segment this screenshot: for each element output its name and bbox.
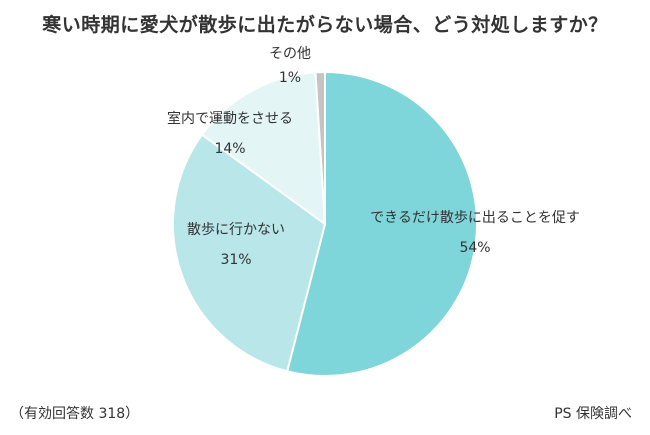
label-indoor-exercise-value: 14% bbox=[214, 141, 245, 157]
label-other-value: 1% bbox=[279, 70, 301, 86]
chart-title: 寒い時期に愛犬が散歩に出たがらない場合、どう対処しますか？ bbox=[42, 14, 608, 36]
source-note: PS 保険調べ bbox=[554, 406, 632, 422]
slice-no-walk bbox=[172, 133, 327, 373]
label-encourage-walk-value: 54% bbox=[459, 240, 490, 256]
slice-encourage-walk bbox=[285, 70, 478, 377]
slice-other bbox=[314, 70, 326, 225]
label-other: その他 bbox=[269, 46, 311, 62]
label-no-walk-value: 31% bbox=[220, 252, 251, 268]
label-indoor-exercise: 室内で運動をさせる bbox=[167, 110, 293, 127]
slice-indoor-exercise bbox=[200, 71, 327, 227]
label-no-walk: 散歩に行かない bbox=[187, 222, 285, 238]
label-encourage-walk: できるだけ散歩に出ることを促す bbox=[370, 210, 580, 226]
response-count-note: （有効回答数 318） bbox=[10, 406, 140, 422]
